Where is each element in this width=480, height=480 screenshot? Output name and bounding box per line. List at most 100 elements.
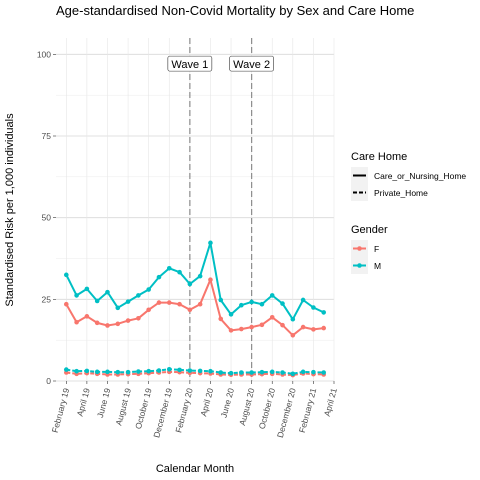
- data-point-m: [136, 293, 141, 298]
- series-points: [63, 240, 327, 378]
- y-tick-labels: 0 25 50 75 100: [37, 49, 51, 386]
- data-point-m: [197, 368, 203, 374]
- data-point-m: [105, 289, 110, 295]
- data-point-f: [63, 301, 69, 307]
- data-point-m: [321, 370, 327, 375]
- data-point-f: [208, 277, 213, 283]
- data-point-m: [208, 240, 213, 246]
- legend-key-m-point: [357, 263, 362, 268]
- x-tick-label: August 20: [237, 387, 257, 427]
- data-point-m: [136, 369, 141, 374]
- data-point-m: [166, 366, 172, 372]
- legend-care-home-title: Care Home: [351, 151, 407, 163]
- data-point-m: [321, 310, 327, 315]
- data-point-f: [156, 300, 162, 305]
- data-point-m: [115, 369, 121, 375]
- data-point-f: [280, 322, 285, 328]
- data-point-f: [136, 315, 141, 321]
- data-point-m: [156, 274, 162, 280]
- x-tick-label: June 19: [95, 387, 113, 419]
- y-tick-label: 0: [46, 376, 51, 386]
- data-point-f: [218, 316, 224, 322]
- data-point-f: [269, 315, 275, 320]
- y-tick-label: 50: [42, 213, 52, 223]
- x-tick-label: October 19: [133, 387, 154, 430]
- data-point-f: [321, 325, 327, 331]
- x-tick-label: August 19: [113, 387, 133, 427]
- x-tick-label: February 21: [297, 387, 319, 434]
- data-point-f: [197, 301, 203, 307]
- data-point-m: [84, 286, 90, 292]
- x-tick-label: February 20: [173, 387, 195, 434]
- data-point-m: [280, 370, 285, 375]
- x-tick-label: February 19: [50, 387, 72, 434]
- data-point-f: [84, 314, 90, 319]
- data-point-m: [269, 369, 275, 375]
- data-point-m: [146, 287, 151, 292]
- data-point-m: [197, 273, 203, 279]
- data-point-m: [94, 298, 100, 304]
- x-tick-label: October 20: [257, 387, 278, 430]
- data-point-m: [228, 312, 234, 317]
- data-point-f: [290, 332, 296, 338]
- data-point-m: [187, 281, 193, 287]
- data-point-m: [300, 369, 306, 375]
- data-point-m: [156, 368, 162, 373]
- legend-label-f: F: [374, 244, 379, 254]
- data-point-m: [146, 368, 151, 374]
- x-tick-labels: February 19 April 19 June 19 August 19 Octob…: [50, 387, 339, 439]
- data-point-f: [105, 323, 110, 328]
- data-point-m: [63, 272, 69, 278]
- data-point-m: [125, 299, 131, 304]
- plot-panel: [56, 38, 334, 381]
- wave-label-box: [229, 55, 274, 72]
- data-point-f: [187, 307, 193, 313]
- data-point-f: [259, 322, 265, 328]
- data-point-m: [74, 368, 79, 374]
- legend: Care Home Care_or_Nursing_Home Private_H…: [351, 151, 466, 274]
- data-point-m: [218, 297, 224, 303]
- data-point-f: [146, 307, 151, 313]
- data-point-m: [259, 369, 265, 375]
- data-point-m: [311, 369, 316, 375]
- wave-label: Wave 1: [171, 59, 208, 71]
- y-tick-label: 25: [42, 294, 52, 304]
- data-point-m: [74, 293, 79, 298]
- x-tick-label: December 19: [151, 387, 174, 439]
- data-point-f: [311, 327, 316, 332]
- data-point-f: [177, 301, 182, 307]
- data-point-f: [239, 326, 244, 332]
- wave-label: Wave 2: [233, 59, 270, 71]
- data-point-m: [269, 293, 275, 298]
- data-point-m: [63, 367, 69, 372]
- x-tick-label: April 19: [75, 387, 92, 418]
- data-point-m: [105, 369, 110, 375]
- data-point-m: [94, 369, 100, 375]
- data-point-f: [94, 320, 100, 326]
- x-tick-label: December 20: [275, 387, 298, 439]
- data-point-m: [208, 368, 213, 374]
- data-point-f: [74, 319, 79, 325]
- chart-title: Age-standardised Non-Covid Mortality by …: [56, 3, 414, 18]
- y-tick-label: 100: [37, 49, 51, 59]
- y-gridlines: [53, 53, 334, 382]
- data-point-m: [280, 301, 285, 306]
- data-point-m: [218, 370, 224, 375]
- data-point-m: [311, 305, 316, 310]
- data-point-m: [290, 316, 296, 322]
- data-point-m: [249, 370, 254, 375]
- data-point-m: [259, 301, 265, 307]
- data-point-m: [249, 299, 254, 305]
- data-point-m: [115, 305, 121, 311]
- legend-gender-title: Gender: [351, 224, 388, 236]
- wave-label-box: [167, 55, 213, 72]
- data-point-m: [187, 368, 193, 373]
- x-tick-label: April 20: [198, 387, 215, 418]
- data-point-f: [228, 328, 234, 333]
- data-point-f: [300, 324, 306, 330]
- data-point-m: [84, 368, 90, 374]
- data-point-f: [115, 321, 121, 327]
- data-point-m: [239, 302, 244, 308]
- y-axis-title: Standardised Risk per 1,000 individuals: [4, 113, 16, 307]
